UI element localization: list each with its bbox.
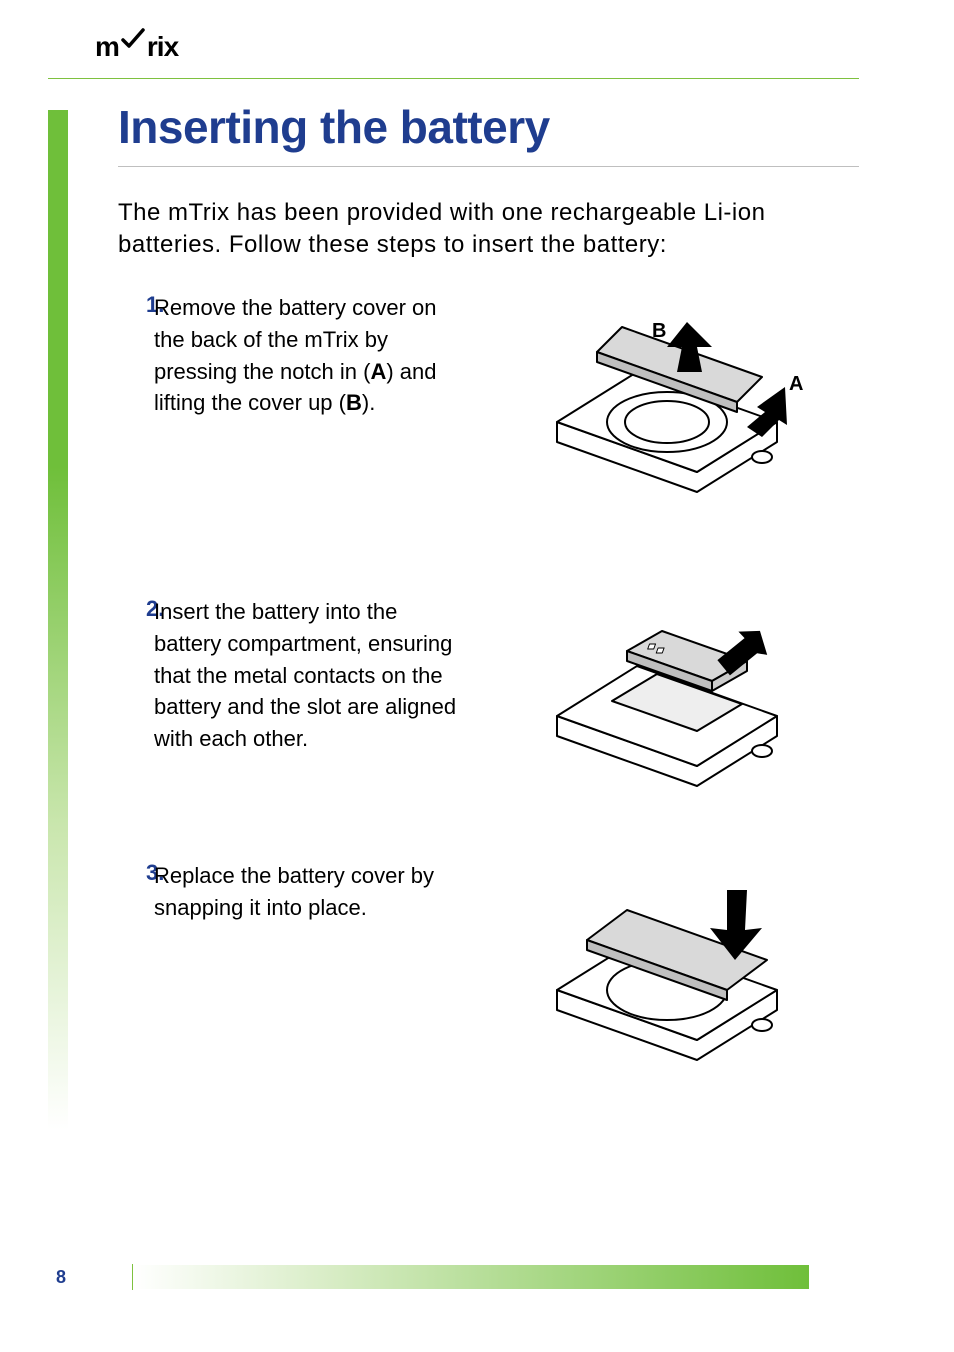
step-figure xyxy=(474,596,859,806)
step-item: 2. Insert the battery into the battery c… xyxy=(118,596,859,836)
step-item: 3. Replace the battery cover by snapping… xyxy=(118,860,859,1100)
brand-logo: mrix xyxy=(95,28,178,63)
step-number: 2. xyxy=(118,596,154,622)
footer-gradient-bar xyxy=(133,1265,809,1289)
page-title: Inserting the battery xyxy=(118,100,859,167)
step-figure xyxy=(474,860,859,1080)
step-text: Replace the battery cover by snapping it… xyxy=(154,860,474,924)
figure-1-diagram: B A xyxy=(517,292,817,512)
step-text: Remove the battery cover on the back of … xyxy=(154,292,474,420)
step-text: Insert the battery into the battery comp… xyxy=(154,596,474,755)
step-item: 1. Remove the battery cover on the back … xyxy=(118,292,859,572)
logo-text-right: rix xyxy=(147,31,178,62)
figure-3-diagram xyxy=(517,860,817,1080)
steps-list: 1. Remove the battery cover on the back … xyxy=(118,292,859,1100)
header-rule xyxy=(48,78,859,79)
logo-check-icon xyxy=(119,26,147,61)
sidebar-gradient xyxy=(48,110,68,1130)
figure-label-a: A xyxy=(789,373,803,395)
step-number: 1. xyxy=(118,292,154,318)
logo-text-left: m xyxy=(95,31,119,62)
figure-2-diagram xyxy=(517,596,817,806)
page-number: 8 xyxy=(48,1264,132,1290)
step-number: 3. xyxy=(118,860,154,886)
page-footer: 8 xyxy=(48,1264,809,1290)
step-figure: B A xyxy=(474,292,859,512)
page-content: Inserting the battery The mTrix has been… xyxy=(118,100,859,1124)
figure-label-b: B xyxy=(652,320,666,342)
intro-paragraph: The mTrix has been provided with one rec… xyxy=(118,197,859,262)
